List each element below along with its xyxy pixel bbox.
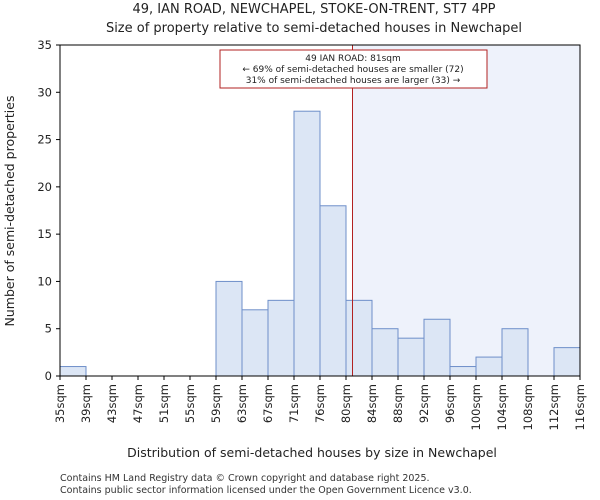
x-tick-label: 104sqm [495, 384, 509, 430]
x-tick-label: 47sqm [131, 384, 145, 423]
x-tick-label: 80sqm [339, 384, 353, 423]
x-tick-label: 108sqm [521, 384, 535, 430]
annotation-smaller: ← 69% of semi-detached houses are smalle… [242, 65, 463, 75]
larger-region-shade [352, 45, 580, 376]
x-tick-label: 63sqm [235, 384, 249, 423]
x-axis-label: Distribution of semi-detached houses by … [127, 445, 497, 460]
x-axis: 35sqm 39sqm 43sqm 47sqm 51sqm 55sqm 59sqm 63sqm… [53, 376, 587, 430]
plot-frame [59, 44, 581, 377]
bar [449, 366, 477, 377]
bar [345, 299, 373, 377]
x-tick-label: 100sqm [469, 384, 483, 430]
y-axis-label: Number of semi-detached properties [2, 96, 17, 327]
x-tick-label: 92sqm [417, 384, 431, 423]
chart-title: 49, IAN ROAD, NEWCHAPEL, STOKE-ON-TRENT,… [132, 2, 495, 17]
annotation-title: 49 IAN ROAD: 81sqm [305, 54, 401, 64]
footer-line-1: Contains HM Land Registry data © Crown c… [60, 473, 430, 484]
x-tick-label: 88sqm [391, 384, 405, 423]
y-tick-label: 0 [45, 369, 52, 383]
bar [553, 347, 581, 377]
bars-group [59, 110, 581, 377]
y-tick-label: 15 [37, 227, 52, 241]
bar [423, 318, 451, 377]
x-tick-label: 51sqm [157, 384, 171, 423]
bar [475, 356, 503, 377]
x-tick-label: 43sqm [105, 384, 119, 423]
footer-line-2: Contains public sector information licen… [60, 485, 472, 496]
annotation-larger: 31% of semi-detached houses are larger (… [246, 76, 461, 86]
y-tick-label: 10 [37, 274, 52, 288]
bar [293, 110, 321, 377]
x-tick-label: 84sqm [365, 384, 379, 423]
bar [241, 309, 269, 377]
y-tick-label: 20 [37, 180, 52, 194]
bar [319, 205, 347, 377]
y-axis: 0 5 10 15 20 25 30 35 [37, 38, 60, 383]
x-tick-label: 76sqm [313, 384, 327, 423]
annotation-box: 49 IAN ROAD: 81sqm ← 69% of semi-detache… [219, 49, 488, 89]
x-tick-label: 96sqm [443, 384, 457, 423]
y-tick-label: 5 [45, 322, 52, 336]
x-tick-label: 116sqm [573, 384, 587, 430]
x-tick-label: 112sqm [547, 384, 561, 430]
bar [397, 337, 425, 377]
x-tick-label: 67sqm [261, 384, 275, 423]
x-tick-label: 35sqm [53, 384, 67, 423]
x-tick-label: 55sqm [183, 384, 197, 423]
bar [501, 328, 529, 377]
y-tick-label: 35 [37, 38, 52, 52]
bar [371, 328, 399, 377]
bar [215, 280, 243, 377]
y-tick-label: 30 [37, 85, 52, 99]
y-tick-label: 25 [37, 133, 52, 147]
chart-subtitle: Size of property relative to semi-detach… [106, 21, 522, 36]
annotation-frame [219, 49, 488, 89]
x-tick-label: 39sqm [79, 384, 93, 423]
bar [59, 366, 87, 377]
bar [267, 299, 295, 377]
x-tick-label: 59sqm [209, 384, 223, 423]
x-tick-label: 71sqm [287, 384, 301, 423]
